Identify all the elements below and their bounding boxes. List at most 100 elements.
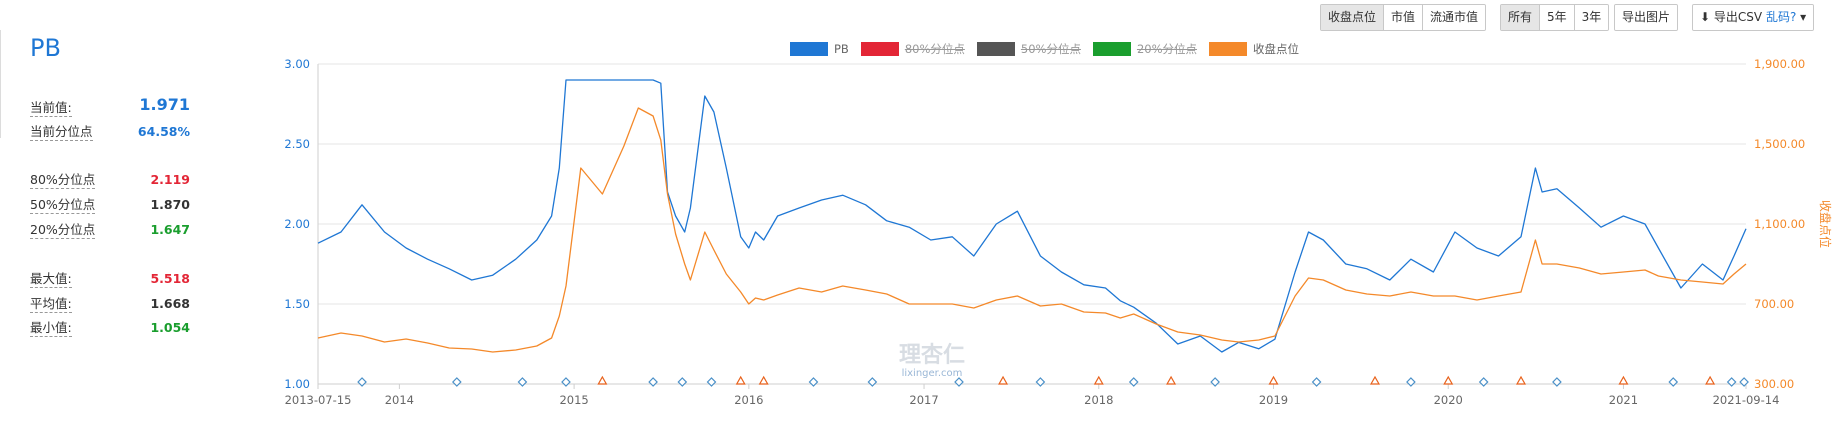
value-type-toggle: 收盘点位 市值 流通市值 — [1320, 4, 1487, 31]
stat-label: 平均值: — [30, 296, 72, 313]
event-marker-triangle — [1166, 375, 1177, 385]
event-marker-triangle — [735, 375, 746, 385]
event-marker-triangle — [1093, 375, 1104, 385]
legend-label: 收盘点位 — [1253, 42, 1300, 56]
stat-label: 最小值: — [30, 320, 72, 337]
export-image-button[interactable]: 导出图片 — [1615, 5, 1678, 30]
legend-swatch — [790, 42, 828, 56]
export-csv-group: ⬇ 导出CSV 乱码? ▾ — [1692, 4, 1815, 31]
y-right-tick-label: 1,500.00 — [1754, 137, 1805, 151]
range-all-button[interactable]: 所有 — [1501, 5, 1540, 30]
event-marker-diamond — [1210, 377, 1220, 387]
event-marker-diamond — [1668, 377, 1679, 387]
y-left-tick-label: 1.50 — [284, 297, 310, 311]
legend-swatch — [1209, 42, 1248, 56]
x-tick-label: 2018 — [1084, 393, 1113, 407]
legend-swatch — [976, 42, 1015, 56]
stat-value: 64.58% — [137, 124, 190, 139]
legend-swatch — [860, 42, 899, 56]
range-3y-button[interactable]: 3年 — [1573, 5, 1609, 30]
value-type-market-cap-button[interactable]: 市值 — [1383, 5, 1423, 30]
x-tick-label: 2014 — [385, 393, 414, 407]
event-marker-diamond — [451, 377, 462, 387]
range-5y-button[interactable]: 5年 — [1539, 5, 1574, 30]
stat-value: 1.971 — [139, 95, 190, 114]
stat-row-p80: 80%分位点 2.119 — [30, 172, 190, 190]
stat-row-current-percentile: 当前分位点 64.58% — [30, 124, 190, 142]
x-tick-label: 2021 — [1609, 393, 1638, 407]
y-right-tick-label: 300.00 — [1754, 377, 1794, 391]
stat-label: 当前分位点 — [30, 124, 93, 141]
event-marker-triangle — [758, 375, 769, 385]
download-icon: ⬇ — [1700, 10, 1711, 24]
event-marker-triangle — [998, 375, 1009, 385]
x-tick-label: 2017 — [909, 393, 938, 407]
value-type-float-cap-button[interactable]: 流通市值 — [1422, 5, 1486, 30]
watermark-url: lixinger.com — [902, 368, 963, 379]
x-tick-label: 2016 — [734, 393, 763, 407]
x-tick-label: 2019 — [1259, 393, 1288, 407]
watermark-logo: 理杏仁 — [899, 342, 965, 368]
legend-label: 50%分位点 — [1020, 42, 1081, 56]
event-marker-diamond — [1552, 377, 1562, 387]
export-csv-label: 导出CSV — [1713, 10, 1763, 24]
y-right-tick-label: 1,100.00 — [1754, 217, 1805, 231]
event-marker-diamond — [1311, 377, 1322, 387]
metric-title: PB — [30, 34, 61, 62]
x-tick-label: 2013-07-15 — [285, 393, 352, 407]
event-marker-diamond — [1739, 377, 1749, 387]
stat-label: 50%分位点 — [30, 197, 96, 214]
legend-item-p80[interactable]: 80%分位点 — [860, 41, 965, 57]
legend-item-pb[interactable]: PB — [790, 41, 849, 57]
event-marker-diamond — [1128, 377, 1139, 387]
event-marker-triangle — [1369, 375, 1381, 385]
event-marker-triangle — [1443, 375, 1454, 385]
stat-value: 5.518 — [150, 271, 190, 286]
y-left-tick-label: 2.00 — [284, 217, 310, 231]
legend-item-close[interactable]: 收盘点位 — [1209, 41, 1299, 57]
value-type-close-button[interactable]: 收盘点位 — [1321, 5, 1384, 30]
series-line-pb — [317, 79, 1747, 353]
event-marker-triangle — [1515, 375, 1527, 385]
y-left-tick-label: 1.00 — [284, 377, 310, 391]
csv-help-link[interactable]: 乱码? — [1765, 10, 1797, 24]
series-line-close — [317, 107, 1747, 353]
stat-row-p20: 20%分位点 1.647 — [30, 222, 190, 240]
panel-edge — [0, 30, 1, 138]
stat-row-p50: 50%分位点 1.870 — [30, 197, 190, 215]
export-image-group: 导出图片 — [1614, 4, 1679, 31]
chevron-down-icon: ▾ — [1800, 10, 1807, 24]
event-marker-diamond — [648, 377, 658, 387]
stat-label: 最大值: — [30, 271, 72, 288]
chart-legend: PB 80%分位点 50%分位点 20%分位点 收盘点位 — [790, 41, 1311, 57]
event-marker-diamond — [1406, 377, 1416, 387]
legend-item-p50[interactable]: 50%分位点 — [976, 41, 1081, 57]
legend-label: 80%分位点 — [904, 42, 965, 56]
event-marker-triangle — [1268, 375, 1279, 385]
stat-value: 1.647 — [150, 222, 190, 237]
stat-value: 1.870 — [150, 197, 190, 212]
event-marker-diamond — [1035, 377, 1046, 387]
legend-item-p20[interactable]: 20%分位点 — [1092, 41, 1198, 57]
stat-label: 80%分位点 — [30, 172, 96, 189]
y-right-tick-label: 1,900.00 — [1754, 57, 1805, 71]
event-marker-triangle — [1705, 375, 1716, 385]
y-right-axis-title: 收盘点位 — [1818, 200, 1833, 248]
event-marker-diamond — [517, 377, 528, 387]
stat-value: 2.119 — [150, 172, 190, 187]
stats-panel: PB 当前值: 1.971 当前分位点 64.58% 80%分位点 2.119 … — [0, 0, 200, 421]
event-marker-diamond — [808, 377, 819, 387]
event-marker-diamond — [677, 377, 688, 387]
event-marker-diamond — [867, 377, 878, 387]
event-marker-triangle — [1618, 375, 1629, 385]
legend-label: 20%分位点 — [1136, 42, 1198, 56]
stat-row-max: 最大值: 5.518 — [30, 271, 190, 289]
legend-label: PB — [834, 42, 849, 56]
event-marker-diamond — [706, 377, 717, 387]
stat-value: 1.668 — [150, 296, 190, 311]
event-marker-diamond — [357, 377, 367, 387]
event-marker-triangle — [597, 375, 608, 385]
export-csv-button[interactable]: ⬇ 导出CSV 乱码? ▾ — [1693, 5, 1814, 30]
x-tick-label: 2021-09-14 — [1713, 393, 1780, 407]
